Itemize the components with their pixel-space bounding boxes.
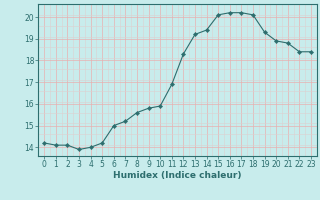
- X-axis label: Humidex (Indice chaleur): Humidex (Indice chaleur): [113, 171, 242, 180]
